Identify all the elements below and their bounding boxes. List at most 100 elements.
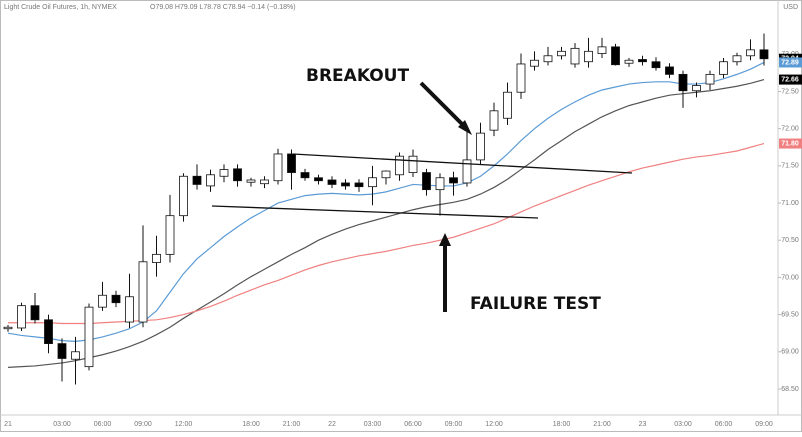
x-tick-label: 18:00 (242, 421, 260, 428)
y-tick-label: 68.50 (781, 386, 799, 393)
candle-body (287, 153, 296, 173)
price-label: 72.66 (781, 76, 799, 83)
candle-body (246, 179, 256, 183)
candle-body (611, 46, 620, 66)
annotation: BREAKOUT (306, 66, 409, 86)
trend-line (211, 205, 539, 219)
x-tick-label: 21:00 (283, 421, 301, 428)
candle-body (516, 63, 526, 93)
candle-body (665, 66, 674, 75)
x-tick-label: 12:00 (485, 421, 503, 428)
candle-body (327, 179, 337, 185)
candle-body (408, 155, 418, 173)
y-tick-label: 71.50 (781, 163, 799, 170)
candle-body (530, 59, 539, 67)
candle-body (476, 132, 485, 161)
x-tick-label: 03:00 (364, 421, 382, 428)
candle-body (206, 174, 215, 187)
x-tick-label: 12:00 (175, 421, 193, 428)
ma-line (7, 79, 765, 369)
candle-body (354, 182, 364, 188)
candle-body (192, 175, 202, 185)
candle-body (489, 110, 499, 131)
x-tick-label: 09:00 (445, 421, 463, 428)
candle-body (57, 343, 67, 359)
x-tick-label: 03:00 (53, 421, 71, 428)
x-tick-label: 06:00 (715, 421, 733, 428)
currency: USD (783, 4, 798, 11)
candle-body (44, 319, 53, 345)
candle-body (570, 47, 580, 65)
x-tick-label: 06:00 (404, 421, 422, 428)
candle-body (30, 305, 40, 321)
candle-body (503, 91, 512, 119)
candle-body (17, 305, 26, 329)
price-label-box (779, 138, 802, 149)
y-tick-label: 69.50 (781, 311, 799, 318)
candle-body (260, 179, 269, 185)
arrow-shaft (419, 81, 468, 130)
candle-body (719, 61, 728, 75)
candle-body (381, 170, 391, 179)
y-tick-label: 71.00 (781, 200, 799, 207)
candle-body (732, 55, 742, 63)
trend-line (292, 153, 633, 174)
x-tick-label: 22 (328, 421, 336, 428)
arrow-head (458, 120, 472, 135)
header-quote: O79.08 H79.09 L78.78 C78.94 −0.14 (−0.18… (150, 4, 296, 11)
candle-body (624, 59, 634, 64)
candle-body (705, 73, 715, 85)
candle-body (233, 168, 242, 182)
plot: 68.50 69.00 69.50 70.00 70.50 71.00 71.50 72.00… (3, 33, 799, 428)
x-tick-label: 09:00 (134, 421, 152, 428)
header-title: Light Crude Oil Futures, 1h, NYMEX (4, 4, 117, 11)
candle-body (759, 49, 769, 60)
ma-line (8, 142, 765, 325)
candle-body (98, 294, 107, 308)
candle-body (692, 85, 701, 92)
candle-body (651, 61, 661, 69)
x-tick-label: 21:00 (593, 421, 611, 428)
candle-body (462, 159, 472, 184)
candle-body (449, 177, 458, 184)
candle-body (71, 351, 80, 360)
x-tick-label: 21 (4, 421, 12, 428)
ma-line (7, 61, 765, 342)
price-label: 71.80 (781, 140, 799, 147)
candle-body (125, 296, 134, 323)
candle-body (179, 175, 188, 217)
price-label-box (779, 74, 802, 85)
candle-body (138, 261, 148, 323)
candle-body (314, 177, 323, 182)
x-tick-label: 06:00 (94, 421, 112, 428)
candle-body (584, 50, 593, 63)
candle-body (368, 177, 377, 188)
y-tick-label: 69.00 (781, 349, 799, 356)
candle-body (273, 153, 283, 182)
candle-body (300, 172, 310, 179)
y-tick-label: 72.00 (781, 126, 799, 133)
candle-body (746, 49, 755, 57)
candle-body (152, 253, 161, 263)
y-tick-label: 70.00 (781, 274, 799, 281)
price-label: 72.89 (781, 59, 799, 66)
annotation: FAILURE TEST (470, 294, 601, 314)
candle-body (84, 306, 94, 368)
candle-body (219, 169, 229, 177)
candle-body (638, 59, 647, 63)
arrow-head (439, 233, 451, 246)
candle-body (435, 177, 445, 191)
candle-body (395, 155, 404, 176)
candle-body (678, 73, 688, 92)
y-tick-label: 72.50 (781, 88, 799, 95)
candle-body (422, 172, 431, 191)
y-tick-label: 70.50 (781, 237, 799, 244)
candle-body (597, 46, 607, 54)
x-tick-label: 09:00 (755, 421, 773, 428)
candle-body (341, 182, 350, 187)
candle-body (165, 215, 175, 255)
candle-body (111, 294, 121, 304)
x-tick-label: 18:00 (553, 421, 571, 428)
candle-body (543, 55, 553, 63)
